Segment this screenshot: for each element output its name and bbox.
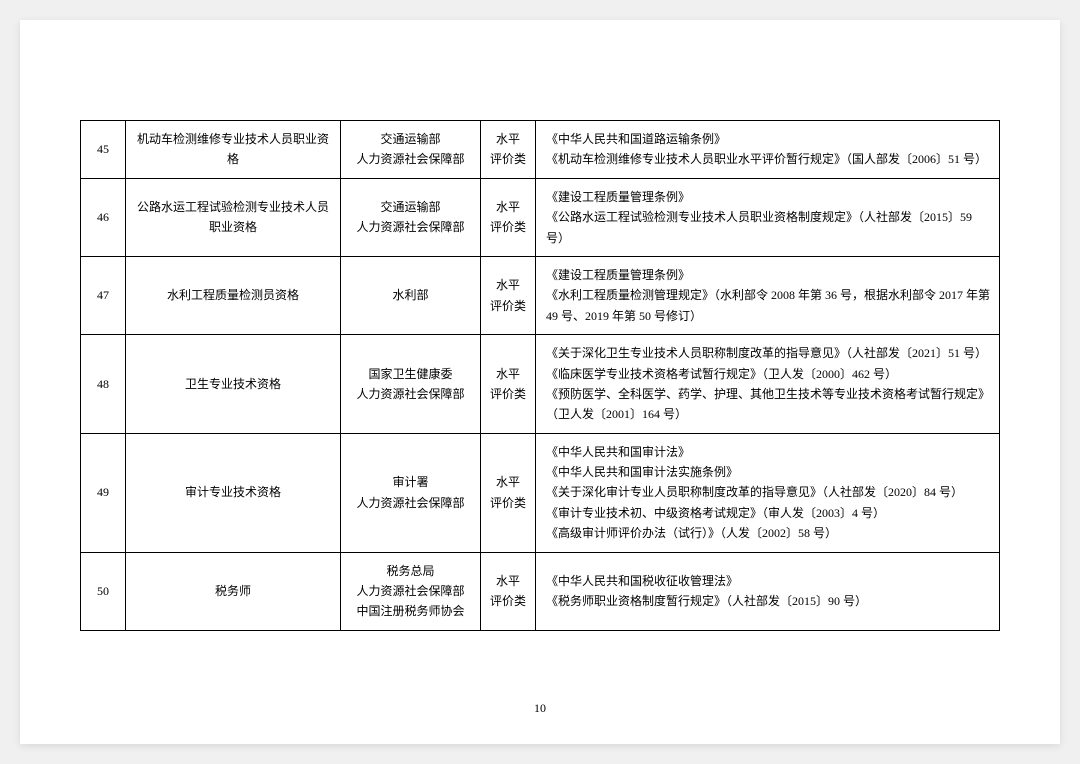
category-type: 水平评价类 — [481, 178, 536, 256]
legal-basis: 《建设工程质量管理条例》《公路水运工程试验检测专业技术人员职业资格制度规定》（人… — [536, 178, 1000, 256]
qualification-name: 卫生专业技术资格 — [126, 335, 341, 434]
row-number: 49 — [81, 433, 126, 552]
qualification-name: 审计专业技术资格 — [126, 433, 341, 552]
qualification-name: 公路水运工程试验检测专业技术人员职业资格 — [126, 178, 341, 256]
department: 交通运输部人力资源社会保障部 — [341, 121, 481, 179]
department: 交通运输部人力资源社会保障部 — [341, 178, 481, 256]
legal-basis: 《中华人民共和国审计法》《中华人民共和国审计法实施条例》《关于深化审计专业人员职… — [536, 433, 1000, 552]
row-number: 48 — [81, 335, 126, 434]
page-number: 10 — [20, 701, 1060, 716]
legal-basis: 《建设工程质量管理条例》《水利工程质量检测管理规定》（水利部令 2008 年第 … — [536, 256, 1000, 334]
department: 税务总局人力资源社会保障部中国注册税务师协会 — [341, 552, 481, 630]
row-number: 45 — [81, 121, 126, 179]
department: 审计署人力资源社会保障部 — [341, 433, 481, 552]
legal-basis: 《中华人民共和国税收征收管理法》《税务师职业资格制度暂行规定》（人社部发〔201… — [536, 552, 1000, 630]
table-row: 49审计专业技术资格审计署人力资源社会保障部水平评价类《中华人民共和国审计法》《… — [81, 433, 1000, 552]
category-type: 水平评价类 — [481, 256, 536, 334]
legal-basis: 《中华人民共和国道路运输条例》《机动车检测维修专业技术人员职业水平评价暂行规定》… — [536, 121, 1000, 179]
row-number: 47 — [81, 256, 126, 334]
table-row: 50税务师税务总局人力资源社会保障部中国注册税务师协会水平评价类《中华人民共和国… — [81, 552, 1000, 630]
qualification-name: 水利工程质量检测员资格 — [126, 256, 341, 334]
table-row: 45机动车检测维修专业技术人员职业资格交通运输部人力资源社会保障部水平评价类《中… — [81, 121, 1000, 179]
table-row: 47水利工程质量检测员资格水利部水平评价类《建设工程质量管理条例》《水利工程质量… — [81, 256, 1000, 334]
table-row: 46公路水运工程试验检测专业技术人员职业资格交通运输部人力资源社会保障部水平评价… — [81, 178, 1000, 256]
department: 水利部 — [341, 256, 481, 334]
category-type: 水平评价类 — [481, 121, 536, 179]
legal-basis: 《关于深化卫生专业技术人员职称制度改革的指导意见》（人社部发〔2021〕51 号… — [536, 335, 1000, 434]
department: 国家卫生健康委人力资源社会保障部 — [341, 335, 481, 434]
qualification-table: 45机动车检测维修专业技术人员职业资格交通运输部人力资源社会保障部水平评价类《中… — [80, 120, 1000, 631]
category-type: 水平评价类 — [481, 433, 536, 552]
qualification-name: 机动车检测维修专业技术人员职业资格 — [126, 121, 341, 179]
row-number: 50 — [81, 552, 126, 630]
row-number: 46 — [81, 178, 126, 256]
table-row: 48卫生专业技术资格国家卫生健康委人力资源社会保障部水平评价类《关于深化卫生专业… — [81, 335, 1000, 434]
category-type: 水平评价类 — [481, 552, 536, 630]
document-page: 45机动车检测维修专业技术人员职业资格交通运输部人力资源社会保障部水平评价类《中… — [20, 20, 1060, 744]
category-type: 水平评价类 — [481, 335, 536, 434]
qualification-name: 税务师 — [126, 552, 341, 630]
